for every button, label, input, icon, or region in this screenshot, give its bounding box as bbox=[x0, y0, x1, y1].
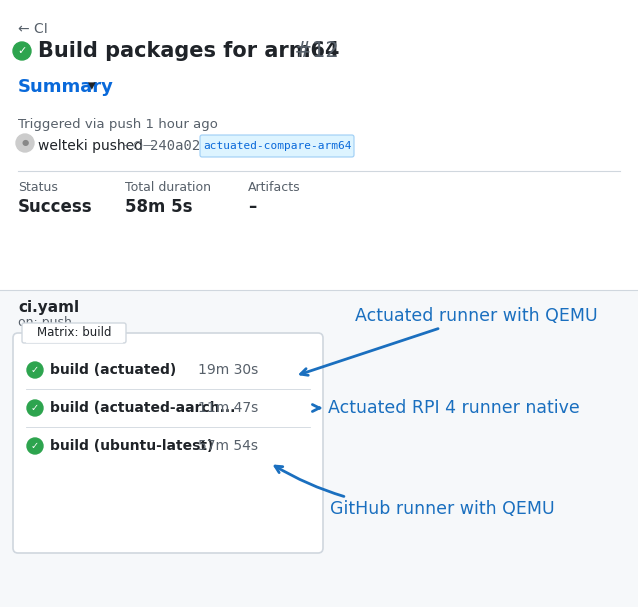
Text: build (actuated-aarch...: build (actuated-aarch... bbox=[50, 401, 235, 415]
Text: Summary: Summary bbox=[18, 78, 114, 96]
Text: 58m 5s: 58m 5s bbox=[125, 198, 193, 216]
Text: welteki pushed: welteki pushed bbox=[38, 139, 143, 153]
Text: ✓: ✓ bbox=[31, 365, 39, 375]
Bar bbox=[0, 290, 638, 607]
FancyBboxPatch shape bbox=[13, 333, 323, 553]
Text: Total duration: Total duration bbox=[125, 181, 211, 194]
Text: Triggered via push 1 hour ago: Triggered via push 1 hour ago bbox=[18, 118, 218, 131]
Text: Status: Status bbox=[18, 181, 58, 194]
Text: ci.yaml: ci.yaml bbox=[18, 300, 79, 315]
FancyBboxPatch shape bbox=[22, 323, 126, 343]
Text: ▾: ▾ bbox=[88, 78, 96, 93]
Text: ← CI: ← CI bbox=[18, 22, 48, 36]
Text: 57m 54s: 57m 54s bbox=[198, 439, 258, 453]
Text: Matrix: build: Matrix: build bbox=[37, 327, 111, 339]
Bar bbox=[0, 0, 638, 290]
Text: Build packages for arm64: Build packages for arm64 bbox=[38, 41, 339, 61]
Text: ✓: ✓ bbox=[31, 441, 39, 451]
Text: on: push: on: push bbox=[18, 316, 72, 329]
Circle shape bbox=[13, 42, 31, 60]
Text: –: – bbox=[248, 198, 256, 216]
Text: #12: #12 bbox=[288, 41, 339, 61]
Text: build (ubuntu-latest): build (ubuntu-latest) bbox=[50, 439, 213, 453]
Text: build (actuated): build (actuated) bbox=[50, 363, 176, 377]
Circle shape bbox=[16, 134, 34, 152]
Text: Actuated RPI 4 runner native: Actuated RPI 4 runner native bbox=[313, 399, 580, 417]
Circle shape bbox=[27, 438, 43, 454]
Text: ✓: ✓ bbox=[31, 403, 39, 413]
Text: 240a028: 240a028 bbox=[150, 139, 209, 153]
Circle shape bbox=[27, 400, 43, 416]
FancyBboxPatch shape bbox=[200, 135, 354, 157]
Text: GitHub runner with QEMU: GitHub runner with QEMU bbox=[275, 466, 554, 518]
Text: Artifacts: Artifacts bbox=[248, 181, 300, 194]
Text: 11m 47s: 11m 47s bbox=[198, 401, 258, 415]
Text: 19m 30s: 19m 30s bbox=[198, 363, 258, 377]
Text: ●: ● bbox=[22, 138, 29, 148]
Text: ✓: ✓ bbox=[17, 46, 27, 56]
Text: Actuated runner with QEMU: Actuated runner with QEMU bbox=[300, 307, 598, 375]
Text: actuated-compare-arm64: actuated-compare-arm64 bbox=[203, 141, 352, 151]
Circle shape bbox=[27, 362, 43, 378]
Text: —○—: —○— bbox=[122, 139, 154, 149]
Text: Success: Success bbox=[18, 198, 93, 216]
